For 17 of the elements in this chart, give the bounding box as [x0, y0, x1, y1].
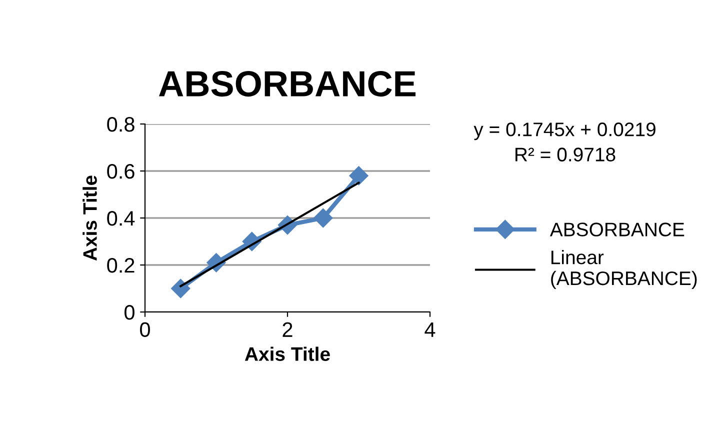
y-axis-title: Axis Title [82, 176, 97, 261]
legend-label: ABSORBANCE [550, 222, 684, 236]
point [171, 278, 190, 298]
legend-label: Linear (ABSORBANCE) [551, 250, 697, 290]
y-tick-label: 0.4 [107, 211, 135, 226]
text: y = 0.1745x + 0.0219 R² = 0.9718 [474, 122, 656, 162]
x-tick-label: 4 [424, 322, 436, 337]
point [349, 166, 368, 186]
point [314, 208, 333, 228]
x-axis-title: Axis Title [244, 346, 330, 361]
y-tick-label: 0 [124, 305, 134, 320]
y-tick-label: 0.8 [107, 117, 134, 132]
x-tick-label: 2 [282, 322, 292, 337]
y-tick-label: 0.6 [107, 164, 134, 179]
chart-title: ABSORBANCE [158, 71, 416, 97]
y-tick-label: 0.2 [107, 258, 134, 273]
x-tick-label: 0 [140, 322, 150, 338]
